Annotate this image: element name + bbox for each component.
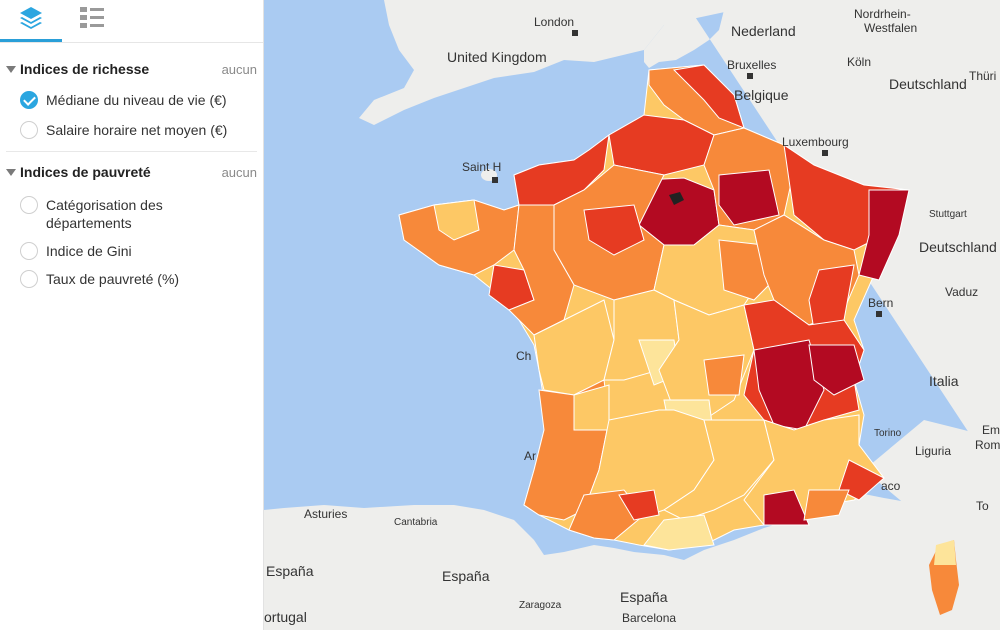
map-label-portugal: ortugal <box>264 609 307 625</box>
tab-legend[interactable] <box>62 0 124 42</box>
option-taux[interactable]: Taux de pauvreté (%) <box>6 266 257 292</box>
map-label-westfalen: Westfalen <box>864 21 917 35</box>
collapse-triangle-icon[interactable] <box>6 65 16 73</box>
section-header[interactable]: Indices de pauvreté aucun <box>6 158 257 186</box>
region-alpes-maritimes[interactable] <box>838 459 885 501</box>
map-label-bern: Bern <box>868 296 893 310</box>
map-label-ar: Ar <box>524 449 536 463</box>
map-label-espana-1: España <box>266 563 314 579</box>
land-italy <box>864 420 1000 630</box>
city-marker <box>747 73 753 79</box>
radio-icon[interactable] <box>20 121 38 139</box>
option-label: Salaire horaire net moyen (€) <box>46 122 228 138</box>
city-marker <box>876 311 882 317</box>
region-cotes-armor[interactable] <box>433 199 480 241</box>
map-label-london: London <box>534 15 574 29</box>
option-label: Taux de pauvreté (%) <box>46 271 180 287</box>
region-marne[interactable] <box>718 169 780 226</box>
clear-selection-link[interactable]: aucun <box>221 61 257 77</box>
map-label-zaragoza: Zaragoza <box>519 600 562 611</box>
map-label-bruxelles: Bruxelles <box>727 58 776 72</box>
option-categorisation[interactable]: Catégorisation des départements <box>6 192 257 236</box>
map-label-nederland: Nederland <box>731 23 796 39</box>
map-label-cantabria: Cantabria <box>394 517 438 528</box>
region-var[interactable] <box>803 489 850 521</box>
option-label: Indice de Gini <box>46 243 132 259</box>
legend-list-icon <box>80 7 104 28</box>
map-label-thur: Thüri <box>969 69 996 83</box>
map-label-to: To <box>976 499 989 513</box>
map-label-nordrhein: Nordrhein- <box>854 7 911 21</box>
paris-marker <box>669 192 684 205</box>
map-label-uk: United Kingdom <box>447 49 547 65</box>
option-label: Médiane du niveau de vie (€) <box>46 92 227 108</box>
option-mediane[interactable]: Médiane du niveau de vie (€) <box>6 87 257 113</box>
map-label-espana-2: España <box>442 568 490 584</box>
map-label-belgique: Belgique <box>734 87 789 103</box>
region-haute-garonne[interactable] <box>618 489 660 521</box>
region-alsace[interactable] <box>858 189 910 281</box>
option-label: Catégorisation des départements <box>46 197 163 231</box>
layers-icon <box>20 7 42 29</box>
option-salaire[interactable]: Salaire horaire net moyen (€) <box>6 117 257 143</box>
map-label-deutschland-2: Deutschland <box>919 239 997 255</box>
map-label-deutschland-1: Deutschland <box>889 76 967 92</box>
map-label-torino: Torino <box>874 428 902 439</box>
radio-icon[interactable] <box>20 242 38 260</box>
option-gini[interactable]: Indice de Gini <box>6 238 257 264</box>
radio-icon[interactable] <box>20 196 38 214</box>
tab-layers[interactable] <box>0 0 62 42</box>
layer-panel: Indices de richesse aucun Médiane du niv… <box>0 0 264 630</box>
panel-tabs <box>0 0 263 43</box>
map-label-vaduz: Vaduz <box>945 285 978 299</box>
map-canvas[interactable]: London Nederland Nordrhein- Westfalen Th… <box>264 0 1000 630</box>
map-label-barcelona: Barcelona <box>622 611 676 625</box>
map-label-asturies: Asturies <box>304 507 347 521</box>
region-eure-loir[interactable] <box>583 204 645 256</box>
section-header[interactable]: Indices de richesse aucun <box>6 55 257 83</box>
section-pauvrete: Indices de pauvreté aucun Catégorisation… <box>0 158 263 292</box>
region-bouches-du-rhone[interactable] <box>763 489 810 526</box>
region-languedoc[interactable] <box>663 419 775 521</box>
city-marker <box>572 30 578 36</box>
map-label-luxembourg: Luxembourg <box>782 135 849 149</box>
section-title: Indices de richesse <box>20 61 150 77</box>
region-pays-loire[interactable] <box>508 204 575 336</box>
collapse-triangle-icon[interactable] <box>6 168 16 176</box>
choropleth-map[interactable]: London Nederland Nordrhein- Westfalen Th… <box>264 0 1000 630</box>
map-label-rom: Rom <box>975 438 1000 452</box>
city-marker <box>822 150 828 156</box>
map-label-ch: Ch <box>516 349 531 363</box>
radio-checked-icon[interactable] <box>20 91 38 109</box>
section-richesse: Indices de richesse aucun Médiane du niv… <box>0 55 263 143</box>
map-label-stuttgart: Stuttgart <box>929 209 967 220</box>
map-label-emi: Em <box>982 423 1000 437</box>
region-savoie[interactable] <box>808 344 865 396</box>
city-marker <box>492 177 498 183</box>
map-label-saint-helier: Saint H <box>462 160 501 174</box>
clear-selection-link[interactable]: aucun <box>221 164 257 180</box>
map-label-aco: aco <box>881 479 901 493</box>
radio-icon[interactable] <box>20 270 38 288</box>
region-pyrenees-orientales[interactable] <box>643 514 715 551</box>
region-haute-corse[interactable] <box>934 540 956 565</box>
map-label-italia: Italia <box>929 373 959 389</box>
region-loire[interactable] <box>703 354 745 396</box>
map-label-liguria: Liguria <box>915 444 951 458</box>
divider <box>6 151 257 152</box>
land-europe <box>264 0 1000 630</box>
section-title: Indices de pauvreté <box>20 164 151 180</box>
map-label-espana-3: España <box>620 589 668 605</box>
land-uk <box>359 0 734 125</box>
map-label-koln: Köln <box>847 55 871 69</box>
